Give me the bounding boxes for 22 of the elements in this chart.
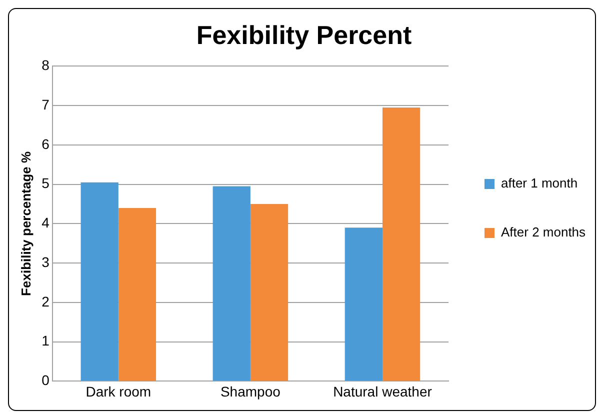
y-tick-label: 1 xyxy=(42,332,50,349)
legend-label: after 1 month xyxy=(501,176,578,191)
bar xyxy=(250,204,288,381)
bar xyxy=(118,208,156,381)
y-tick-label: 0 xyxy=(42,372,50,388)
y-tick-label: 2 xyxy=(42,293,50,310)
bar xyxy=(212,186,250,381)
y-tick-label: 3 xyxy=(42,254,50,270)
x-tick-label: Natural weather xyxy=(333,383,432,400)
y-tick-label: 4 xyxy=(42,214,50,231)
y-axis-title: Fexibility percentage % xyxy=(18,151,34,296)
bar xyxy=(382,108,420,381)
y-tick-label: 8 xyxy=(42,57,50,74)
y-tick-label: 5 xyxy=(42,175,50,192)
bar xyxy=(80,182,118,381)
legend-label: After 2 months xyxy=(501,224,586,240)
bar xyxy=(344,228,382,381)
x-tick-label: Dark room xyxy=(86,383,152,400)
chart-title: Fexibility Percent xyxy=(196,20,412,50)
x-tick-label: Shampoo xyxy=(220,383,281,400)
y-tick-label: 7 xyxy=(42,96,50,112)
y-tick-label: 6 xyxy=(42,136,50,152)
